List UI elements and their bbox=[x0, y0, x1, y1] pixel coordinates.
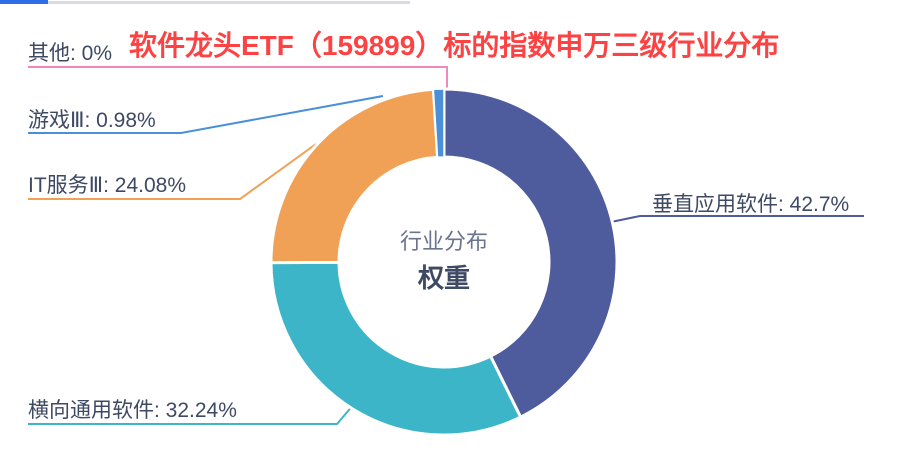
label-vertical-app-software: 垂直应用软件: 42.7% bbox=[652, 193, 850, 216]
page-title: 软件龙头ETF（159899）标的指数申万三级行业分布 bbox=[129, 30, 780, 61]
donut-center-title: 行业分布 bbox=[399, 229, 489, 254]
top-accent-bar-gray bbox=[48, 1, 410, 4]
label-line-1 bbox=[28, 403, 355, 425]
label-line-2 bbox=[28, 143, 317, 200]
top-accent-bar-blue bbox=[0, 0, 48, 4]
pie-slice-2[interactable] bbox=[269, 87, 440, 265]
pie-slice-1[interactable] bbox=[269, 260, 523, 437]
label-horizontal-general-software: 横向通用软件: 32.24% bbox=[28, 399, 237, 422]
label-game: 游戏Ⅲ: 0.98% bbox=[28, 109, 156, 132]
pie-slice-0[interactable] bbox=[442, 87, 619, 420]
donut-center-subtitle: 权重 bbox=[417, 263, 471, 293]
label-line-3 bbox=[28, 95, 384, 134]
pie-slice-3[interactable] bbox=[432, 88, 445, 158]
label-other: 其他: 0% bbox=[28, 42, 113, 65]
label-line-0 bbox=[610, 215, 864, 223]
label-line-4 bbox=[28, 66, 448, 89]
label-it-services: IT服务Ⅲ: 24.08% bbox=[28, 174, 187, 197]
